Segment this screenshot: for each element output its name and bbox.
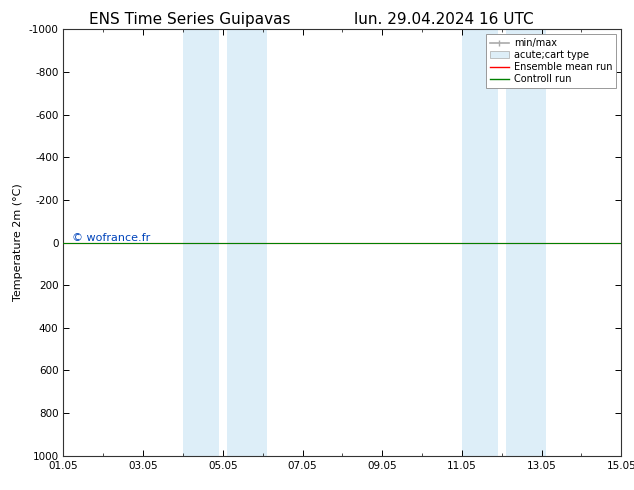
Bar <box>506 29 546 456</box>
Text: ENS Time Series Guipavas: ENS Time Series Guipavas <box>89 12 291 27</box>
Bar <box>227 29 267 456</box>
Text: lun. 29.04.2024 16 UTC: lun. 29.04.2024 16 UTC <box>354 12 534 27</box>
Y-axis label: Temperature 2m (°C): Temperature 2m (°C) <box>13 184 23 301</box>
Bar <box>183 29 219 456</box>
Bar <box>462 29 498 456</box>
Legend: min/max, acute;cart type, Ensemble mean run, Controll run: min/max, acute;cart type, Ensemble mean … <box>486 34 616 88</box>
Text: © wofrance.fr: © wofrance.fr <box>72 233 150 243</box>
